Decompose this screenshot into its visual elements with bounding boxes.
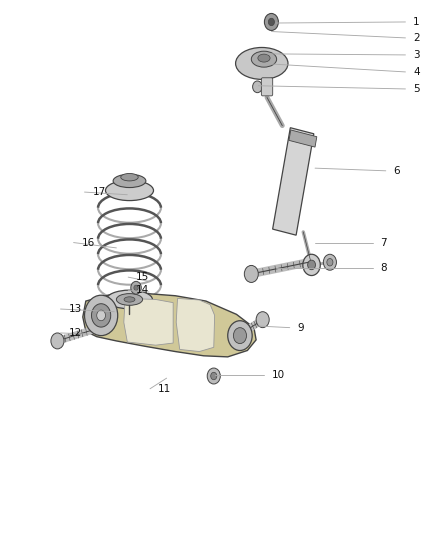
Ellipse shape <box>258 54 270 62</box>
Ellipse shape <box>117 294 143 305</box>
Text: 3: 3 <box>413 50 420 60</box>
Circle shape <box>51 333 64 349</box>
Polygon shape <box>83 293 256 357</box>
Ellipse shape <box>104 305 155 322</box>
Circle shape <box>207 368 220 384</box>
Text: 8: 8 <box>381 263 387 272</box>
Circle shape <box>228 321 252 351</box>
Text: 9: 9 <box>297 322 304 333</box>
Text: 4: 4 <box>413 67 420 77</box>
Circle shape <box>253 81 262 93</box>
Circle shape <box>211 372 217 379</box>
Polygon shape <box>272 128 314 235</box>
Polygon shape <box>176 298 215 352</box>
Text: 2: 2 <box>413 33 420 43</box>
Circle shape <box>307 260 315 270</box>
Text: 12: 12 <box>68 328 81 338</box>
Text: 13: 13 <box>68 304 81 314</box>
Circle shape <box>256 312 269 328</box>
FancyBboxPatch shape <box>261 78 273 96</box>
Circle shape <box>131 281 141 294</box>
Text: 16: 16 <box>81 238 95 247</box>
Ellipse shape <box>106 180 153 200</box>
Text: 17: 17 <box>92 187 106 197</box>
Ellipse shape <box>113 174 146 188</box>
Circle shape <box>323 254 336 270</box>
Polygon shape <box>289 130 317 147</box>
Circle shape <box>327 259 333 266</box>
Ellipse shape <box>251 51 277 67</box>
Ellipse shape <box>124 297 135 302</box>
Circle shape <box>97 310 106 321</box>
Polygon shape <box>124 298 173 345</box>
Circle shape <box>303 254 320 276</box>
Text: 15: 15 <box>136 272 149 282</box>
Circle shape <box>268 18 275 26</box>
Text: 1: 1 <box>413 17 420 27</box>
Text: 6: 6 <box>394 166 400 176</box>
Text: 7: 7 <box>381 238 387 247</box>
Circle shape <box>233 328 247 344</box>
Circle shape <box>85 295 118 336</box>
Circle shape <box>92 304 111 327</box>
Circle shape <box>134 285 138 290</box>
Ellipse shape <box>106 290 152 309</box>
Text: 10: 10 <box>272 370 285 381</box>
Text: 5: 5 <box>413 84 420 94</box>
Ellipse shape <box>121 173 138 181</box>
Text: 14: 14 <box>136 286 149 295</box>
Circle shape <box>265 13 279 30</box>
Ellipse shape <box>108 313 151 326</box>
Text: 11: 11 <box>158 384 171 394</box>
Circle shape <box>244 265 258 282</box>
Ellipse shape <box>236 47 288 79</box>
